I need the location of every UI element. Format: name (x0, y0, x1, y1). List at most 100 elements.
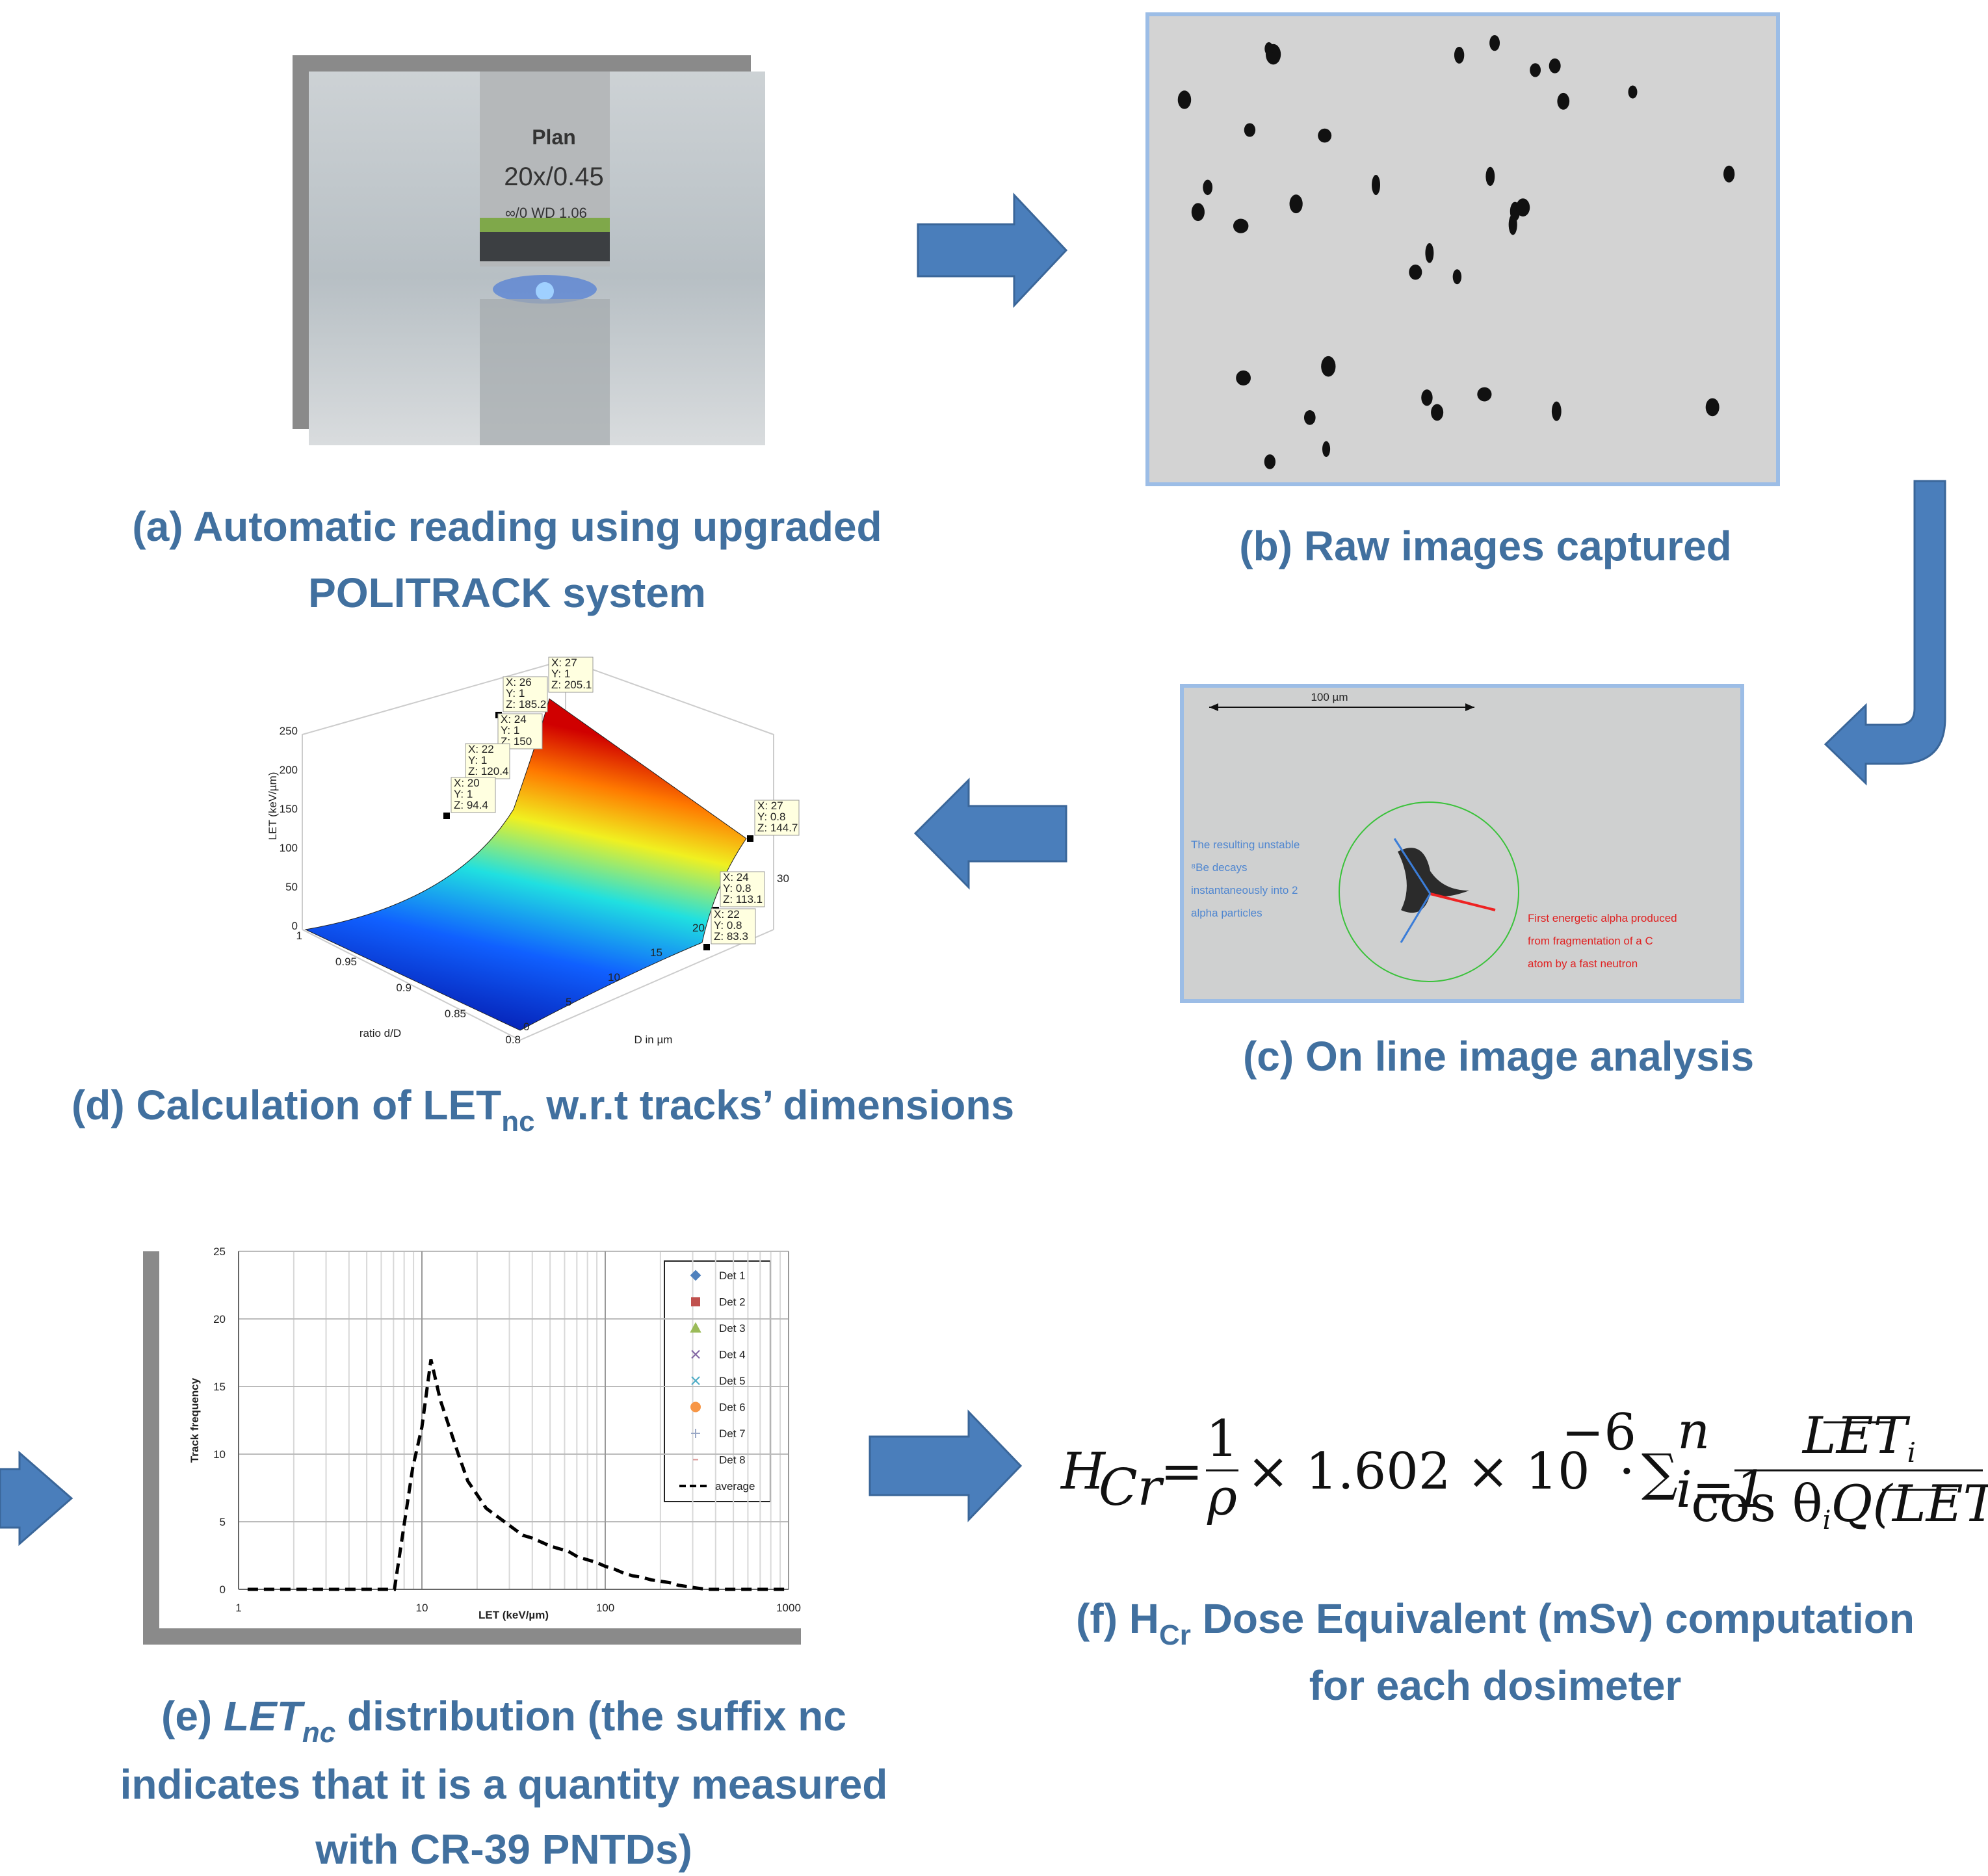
datatip-text: Z: 113.1 (723, 893, 763, 905)
track (1233, 218, 1249, 233)
datatip-text: X: 26 (506, 676, 532, 688)
track (1516, 198, 1530, 217)
y-tick-label: 0 (220, 1583, 226, 1596)
track (1477, 387, 1492, 402)
formula-part: LET (1801, 1407, 1911, 1465)
caption: (b) Raw images captured (1239, 523, 1732, 569)
z-tick-label: 200 (280, 764, 298, 776)
datatip-text: Z: 120.4 (468, 765, 508, 777)
formula-part: · (1619, 1442, 1635, 1501)
legend-marker (691, 1376, 700, 1385)
legend-marker (690, 1270, 701, 1281)
formula-part: 1 (1206, 1410, 1238, 1468)
x-tick-label: 0.95 (335, 956, 357, 968)
z-tick-label: 50 (285, 881, 298, 893)
caption: (d) Calculation of LETnc w.r.t tracks’ d… (72, 1082, 1014, 1138)
legend-marker (691, 1349, 700, 1359)
arrow (0, 1450, 73, 1546)
axis-label: ratio d/D (360, 1027, 401, 1039)
y-tick-label: 5 (220, 1516, 226, 1528)
datatip-text: Y: 1 (506, 687, 525, 699)
track (1322, 441, 1331, 457)
caption: (e) LETnc distribution (the suffix nc (161, 1693, 846, 1749)
formula: H Cr = 1 ρ × 1.602 × 10 −6 · ∑ i=1 n LET… (1060, 1402, 1988, 1535)
datatip-text: X: 24 (723, 871, 749, 883)
formula-part: ∑ (1641, 1444, 1678, 1502)
caption: indicates that it is a quantity measured (120, 1761, 888, 1808)
track (1409, 265, 1422, 280)
formula-part: Cr (1099, 1459, 1165, 1517)
track (1485, 166, 1495, 186)
datatip-text: Z: 144.7 (757, 822, 798, 834)
legend-marker (690, 1322, 701, 1333)
formula-part: cos θ (1691, 1475, 1822, 1533)
formula-part: i (1907, 1437, 1916, 1468)
y-tick-label: 20 (692, 922, 705, 934)
datatip-text: X: 27 (757, 800, 783, 812)
datatip-box (465, 743, 510, 779)
caption-part: w.r.t tracks’ dimensions (535, 1082, 1014, 1128)
note: instantaneously into 2 (1191, 884, 1298, 896)
axis-label: Track frequency (189, 1377, 201, 1463)
arrow (917, 192, 1068, 308)
datatip-box (497, 713, 543, 749)
track (1203, 179, 1213, 196)
formula-part: H (1060, 1442, 1106, 1501)
note: from fragmentation of a C (1528, 935, 1653, 947)
caption-part: (e) (161, 1693, 224, 1739)
y-tick-label: 15 (650, 946, 662, 959)
legend-label: Det 3 (719, 1322, 746, 1335)
datatip-marker (443, 813, 450, 819)
y-tick-label: 15 (213, 1381, 226, 1393)
caption: for each dosimeter (1309, 1662, 1682, 1709)
datatip-text: Y: 0.8 (714, 919, 742, 931)
note: atom by a fast neutron (1528, 958, 1638, 970)
z-tick-label: 0 (292, 920, 298, 932)
datatip-marker (747, 835, 753, 842)
datatip-text: X: 22 (714, 908, 740, 920)
track (1549, 58, 1561, 73)
y-tick-label: 0 (523, 1021, 529, 1033)
legend-label: Det 6 (719, 1401, 746, 1414)
formula-part: LET (1891, 1475, 1988, 1533)
z-tick-label: 150 (280, 803, 298, 815)
track (1244, 123, 1256, 137)
datatip-text: Z: 205.1 (551, 679, 592, 691)
axis-label: LET (keV/µm) (478, 1609, 549, 1621)
caption: with CR-39 PNTDs) (315, 1826, 692, 1873)
series-line (247, 1359, 789, 1591)
datatip-text: Y: 1 (454, 788, 473, 800)
x-tick-label: 100 (596, 1602, 614, 1614)
x-tick-label: 10 (416, 1602, 428, 1614)
track (1705, 398, 1720, 417)
formula-part: = (1160, 1442, 1203, 1501)
datatip-box (503, 676, 548, 712)
caption: (c) On line image analysis (1243, 1033, 1754, 1080)
formula-part: ρ (1207, 1468, 1237, 1527)
legend-label: average (715, 1480, 755, 1492)
caption-sub: Cr (1159, 1619, 1191, 1651)
x-tick-label: 1 (296, 930, 302, 942)
track (1551, 401, 1562, 421)
track (1628, 85, 1638, 99)
track (1303, 410, 1316, 425)
image-b (1145, 12, 1780, 486)
caption-part: distribution (the suffix nc (335, 1693, 846, 1739)
formula-part: cos θiQ(LETi) (1691, 1475, 1988, 1535)
datatip-text: X: 22 (468, 743, 494, 755)
datatip-text: Z: 94.4 (454, 799, 488, 811)
legend-label: Det 8 (719, 1454, 746, 1466)
x-tick-label: 0.85 (445, 1008, 466, 1020)
formula-part: Q( (1831, 1475, 1893, 1533)
x-tick-label: 1000 (776, 1602, 801, 1614)
note: First energetic alpha produced (1528, 912, 1677, 924)
y-tick-label: 20 (213, 1313, 226, 1325)
datatip-text: Y: 1 (551, 668, 570, 680)
axis-label: LET (keV/µm) (267, 772, 279, 840)
legend-label: Det 5 (719, 1375, 746, 1387)
track (1191, 203, 1205, 222)
caption-part: (f) H (1076, 1595, 1159, 1642)
note: alpha particles (1191, 907, 1262, 919)
y-tick-label: 5 (566, 996, 571, 1008)
